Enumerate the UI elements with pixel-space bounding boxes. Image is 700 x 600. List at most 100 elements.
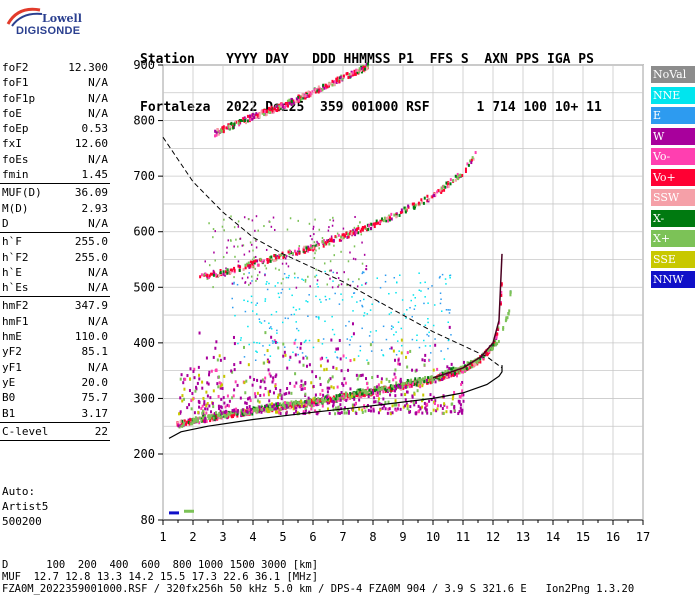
- echo-point: [246, 262, 249, 266]
- echo-point: [302, 363, 305, 367]
- echo-point: [393, 403, 396, 407]
- footer-distance-row: D 100 200 400 600 800 1000 1500 3000 [km…: [2, 559, 319, 571]
- echo-point: [254, 238, 257, 241]
- echo-point: [443, 403, 446, 407]
- echo-point: [495, 335, 498, 339]
- echo-point: [389, 393, 392, 397]
- echo-point: [323, 240, 326, 244]
- echo-point: [394, 376, 397, 380]
- echo-point: [329, 260, 332, 263]
- echo-point: [252, 265, 255, 268]
- echo-point: [426, 333, 428, 336]
- echo-point: [288, 101, 291, 105]
- echo-point: [268, 108, 271, 112]
- echo-point: [448, 374, 451, 378]
- echo-point: [311, 399, 314, 403]
- echo-point: [208, 274, 211, 278]
- echo-point: [390, 311, 392, 314]
- echo-point: [428, 378, 431, 382]
- echo-point: [252, 406, 255, 410]
- echo-point: [375, 330, 377, 332]
- echo-point: [254, 255, 257, 258]
- echo-point: [358, 407, 361, 411]
- echo-point: [340, 411, 343, 415]
- echo-point: [468, 366, 471, 370]
- echo-point: [383, 216, 386, 220]
- echo-point: [221, 126, 224, 130]
- echo-point: [355, 231, 358, 235]
- echo-point: [342, 227, 345, 230]
- echo-point: [224, 405, 227, 409]
- echo-point: [391, 384, 394, 388]
- echo-point: [314, 409, 317, 413]
- echo-point: [221, 129, 224, 133]
- echo-point: [353, 358, 356, 362]
- echo-point: [309, 94, 312, 98]
- echo-point: [297, 276, 299, 279]
- echo-point: [286, 104, 289, 108]
- echo-point: [339, 403, 342, 407]
- echo-point: [254, 113, 257, 117]
- echo-point: [205, 404, 208, 408]
- echo-point: [399, 274, 401, 276]
- echo-point: [405, 355, 408, 359]
- echo-point: [436, 190, 439, 194]
- echo-point: [216, 358, 219, 362]
- echo-point: [319, 392, 322, 396]
- echo-point: [230, 239, 232, 242]
- echo-point: [401, 385, 404, 389]
- echo-point: [266, 288, 269, 291]
- echo-point: [348, 394, 351, 398]
- echo-point: [315, 268, 317, 271]
- echo-point: [248, 405, 251, 409]
- echo-point: [290, 97, 293, 101]
- echo-point: [284, 254, 287, 258]
- echo-point: [362, 68, 365, 72]
- echo-point: [361, 272, 364, 275]
- param-row: C-level 22: [0, 424, 112, 439]
- echo-point: [258, 113, 261, 117]
- echo-point: [450, 410, 453, 414]
- echo-point: [295, 309, 297, 311]
- echo-point: [183, 387, 186, 391]
- echo-point: [245, 401, 248, 405]
- echo-point: [260, 322, 263, 324]
- echo-point: [430, 375, 433, 379]
- echo-point: [356, 71, 359, 75]
- echo-point: [217, 273, 220, 277]
- echo-point: [325, 367, 328, 371]
- echo-point: [203, 273, 206, 276]
- echo-point: [270, 328, 273, 330]
- echo-point: [365, 62, 368, 66]
- trace-edge-line: [432, 253, 503, 379]
- echo-point: [226, 246, 228, 249]
- echo-point: [242, 244, 245, 247]
- echo-point: [315, 249, 317, 252]
- echo-point: [410, 378, 413, 382]
- echo-point: [248, 250, 251, 253]
- echo-point: [343, 377, 346, 381]
- echo-point: [404, 210, 407, 214]
- echo-point: [254, 229, 256, 232]
- echo-point: [304, 381, 307, 385]
- param-row: fmin 1.45: [0, 167, 112, 182]
- echo-point: [276, 332, 278, 334]
- echo-point: [207, 415, 210, 419]
- echo-point: [216, 382, 219, 386]
- echo-point: [365, 67, 368, 71]
- echo-point: [307, 275, 309, 278]
- echo-point: [356, 377, 359, 381]
- echo-point: [320, 398, 323, 402]
- param-row: h`F2 255.0: [0, 250, 112, 265]
- echo-point: [304, 408, 307, 412]
- param-value: 22: [94, 424, 108, 438]
- echo-point: [220, 128, 223, 132]
- echo-point: [308, 398, 311, 402]
- echo-point: [411, 382, 414, 386]
- echo-point: [467, 163, 470, 167]
- echo-point: [314, 90, 317, 94]
- echo-point: [336, 356, 338, 358]
- echo-point: [229, 122, 232, 126]
- echo-point: [312, 384, 315, 388]
- echo-point: [263, 225, 265, 228]
